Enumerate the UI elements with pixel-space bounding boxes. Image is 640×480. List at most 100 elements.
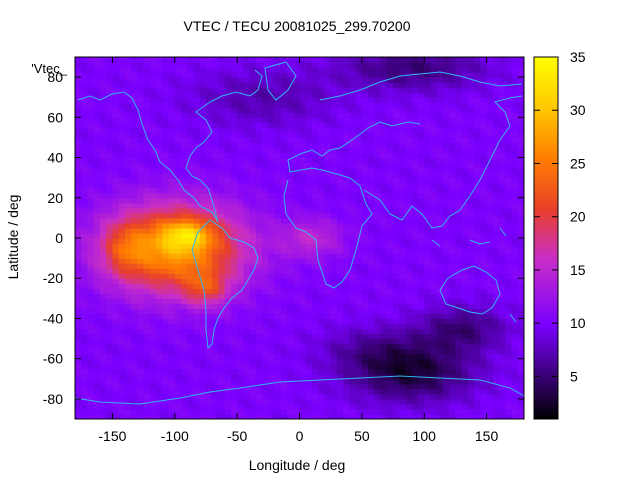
- heatmap-cell: [274, 177, 282, 184]
- heatmap-cell: [224, 258, 232, 264]
- heatmap-cell: [75, 147, 82, 154]
- heatmap-cell: [380, 142, 388, 149]
- heatmap-cell: [75, 107, 82, 113]
- heatmap-cell: [305, 243, 313, 249]
- heatmap-cell: [237, 368, 244, 375]
- heatmap-cell: [318, 72, 326, 78]
- heatmap-cell: [474, 227, 481, 234]
- heatmap-cell: [455, 222, 463, 229]
- heatmap-cell: [156, 293, 163, 299]
- heatmap-cell: [112, 222, 120, 229]
- heatmap-cell: [492, 333, 500, 340]
- heatmap-cell: [380, 187, 388, 194]
- heatmap-cell: [380, 243, 388, 249]
- heatmap-cell: [499, 112, 506, 118]
- heatmap-cell: [293, 413, 301, 419]
- heatmap-cell: [274, 378, 282, 385]
- heatmap-cell: [405, 87, 413, 93]
- heatmap-cell: [212, 258, 220, 264]
- heatmap-cell: [343, 142, 350, 149]
- heatmap-cell: [237, 293, 244, 299]
- heatmap-cell: [187, 283, 195, 289]
- heatmap-cell: [112, 167, 120, 174]
- heatmap-cell: [417, 288, 425, 294]
- heatmap-cell: [230, 288, 238, 294]
- heatmap-cell: [237, 87, 244, 93]
- heatmap-cell: [386, 232, 394, 239]
- heatmap-cell: [511, 117, 519, 123]
- heatmap-cell: [411, 273, 419, 279]
- heatmap-cell: [249, 413, 257, 419]
- heatmap-cell: [93, 202, 101, 209]
- heatmap-cell: [505, 293, 513, 299]
- heatmap-cell: [218, 293, 226, 299]
- heatmap-cell: [143, 293, 151, 299]
- heatmap-cell: [380, 308, 388, 315]
- heatmap-cell: [168, 313, 176, 320]
- heatmap-cell: [287, 192, 294, 199]
- heatmap-cell: [156, 207, 163, 214]
- heatmap-cell: [156, 127, 163, 134]
- heatmap-cell: [430, 388, 438, 395]
- heatmap-cell: [330, 97, 338, 103]
- heatmap-cell: [168, 112, 176, 118]
- heatmap-cell: [505, 388, 513, 395]
- heatmap-cell: [393, 243, 400, 249]
- heatmap-cell: [81, 348, 89, 355]
- heatmap-cell: [436, 368, 444, 375]
- heatmap-cell: [274, 363, 282, 370]
- heatmap-cell: [149, 268, 157, 274]
- heatmap-cell: [274, 338, 282, 345]
- heatmap-cell: [162, 217, 170, 224]
- heatmap-cell: [156, 112, 163, 118]
- heatmap-cell: [336, 222, 344, 229]
- heatmap-cell: [274, 388, 282, 395]
- heatmap-cell: [81, 253, 89, 259]
- heatmap-cell: [81, 308, 89, 315]
- heatmap-cell: [230, 403, 238, 410]
- heatmap-cell: [324, 258, 332, 264]
- heatmap-cell: [324, 278, 332, 284]
- heatmap-cell: [336, 152, 344, 159]
- heatmap-cell: [467, 137, 475, 144]
- heatmap-cell: [156, 358, 163, 365]
- heatmap-cell: [511, 212, 519, 219]
- heatmap-cell: [461, 338, 469, 345]
- heatmap-cell: [411, 253, 419, 259]
- heatmap-cell: [162, 253, 170, 259]
- heatmap-cell: [324, 268, 332, 274]
- heatmap-cell: [99, 122, 107, 128]
- heatmap-cell: [237, 328, 244, 335]
- heatmap-cell: [480, 343, 488, 350]
- heatmap-cell: [311, 77, 319, 83]
- heatmap-cell: [137, 288, 145, 294]
- heatmap-cell: [336, 202, 344, 209]
- heatmap-cell: [205, 152, 213, 159]
- heatmap-cell: [442, 132, 450, 139]
- heatmap-cell: [187, 263, 195, 269]
- heatmap-cell: [343, 157, 350, 164]
- heatmap-cell: [399, 348, 407, 355]
- heatmap-cell: [212, 393, 220, 400]
- heatmap-cell: [137, 137, 145, 144]
- heatmap-cell: [430, 82, 438, 88]
- heatmap-cell: [486, 383, 494, 390]
- heatmap-cell: [218, 403, 226, 410]
- heatmap-cell: [106, 333, 114, 340]
- heatmap-cell: [399, 87, 407, 93]
- heatmap-cell: [330, 408, 338, 415]
- heatmap-cell: [393, 102, 400, 108]
- heatmap-cell: [143, 318, 151, 325]
- heatmap-cell: [243, 187, 251, 194]
- heatmap-cell: [93, 182, 101, 189]
- heatmap-cell: [299, 112, 307, 118]
- heatmap-cell: [330, 217, 338, 224]
- heatmap-cell: [87, 343, 95, 350]
- heatmap-cell: [355, 293, 363, 299]
- heatmap-cell: [268, 343, 276, 350]
- heatmap-cell: [467, 92, 475, 98]
- heatmap-cell: [380, 192, 388, 199]
- heatmap-cell: [368, 288, 375, 294]
- heatmap-cell: [355, 238, 363, 244]
- heatmap-cell: [131, 273, 138, 279]
